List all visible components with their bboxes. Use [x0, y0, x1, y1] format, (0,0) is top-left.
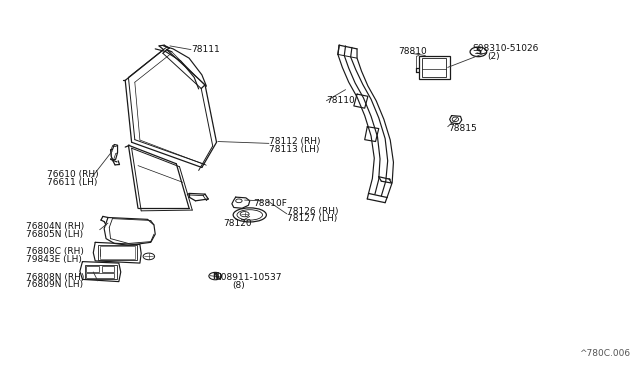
- Text: S08310-51026: S08310-51026: [472, 44, 538, 53]
- Text: N08911-10537: N08911-10537: [214, 273, 282, 282]
- Bar: [85, 264, 117, 279]
- Text: 78113 (LH): 78113 (LH): [269, 145, 319, 154]
- Text: 78810: 78810: [398, 47, 427, 56]
- Text: (2): (2): [487, 52, 500, 61]
- Bar: [98, 244, 138, 260]
- Bar: [419, 55, 450, 78]
- Text: 78110: 78110: [326, 96, 355, 105]
- Text: 78120: 78120: [223, 219, 252, 228]
- Text: 78111: 78111: [191, 45, 220, 54]
- Text: (8): (8): [232, 281, 244, 290]
- Text: 78126 (RH): 78126 (RH): [287, 207, 339, 216]
- Bar: [100, 246, 135, 259]
- Text: 78810F: 78810F: [253, 199, 287, 208]
- Text: 76808C (RH): 76808C (RH): [26, 247, 84, 256]
- Text: 76804N (RH): 76804N (RH): [26, 222, 84, 231]
- Text: 78815: 78815: [448, 124, 476, 134]
- Text: 76610 (RH): 76610 (RH): [47, 170, 99, 179]
- Bar: [86, 273, 115, 278]
- Text: ^780C.006: ^780C.006: [579, 349, 630, 358]
- Bar: [422, 58, 446, 77]
- Text: 76611 (LH): 76611 (LH): [47, 178, 97, 187]
- Bar: [86, 266, 99, 272]
- Text: 78112 (RH): 78112 (RH): [269, 137, 321, 146]
- Text: S: S: [476, 47, 481, 56]
- Bar: [102, 266, 115, 272]
- Text: 76809N (LH): 76809N (LH): [26, 280, 83, 289]
- Text: 76805N (LH): 76805N (LH): [26, 230, 83, 239]
- Text: 76808N (RH): 76808N (RH): [26, 273, 84, 282]
- Text: N: N: [212, 272, 218, 280]
- Text: 79843E (LH): 79843E (LH): [26, 255, 82, 264]
- Text: 78127 (LH): 78127 (LH): [287, 214, 337, 223]
